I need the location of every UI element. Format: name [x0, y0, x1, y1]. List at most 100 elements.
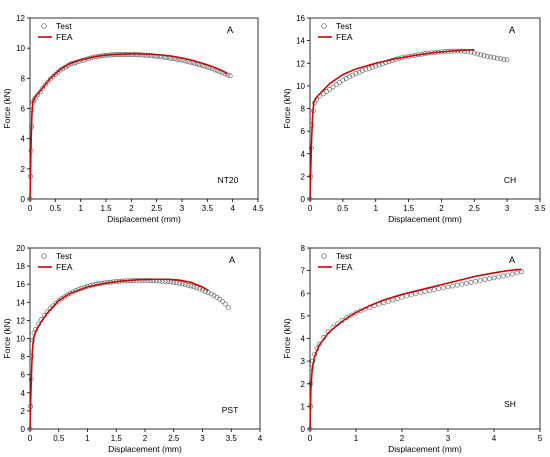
- data-point-test: [494, 55, 500, 61]
- corner-tag: SH: [504, 399, 516, 409]
- series-line-overlay-fea: [309, 268, 522, 430]
- data-point-test: [450, 283, 455, 289]
- x-axis-label: Displacement (mm): [107, 214, 181, 224]
- data-point-test: [344, 315, 350, 321]
- data-point-test: [145, 278, 151, 283]
- x-tick-label: 0.5: [53, 434, 65, 443]
- data-point-test: [136, 278, 142, 283]
- data-point-test: [408, 292, 414, 298]
- corner-tag: PST: [222, 405, 239, 415]
- data-point-test: [200, 287, 205, 293]
- x-tick-label: 0: [308, 204, 313, 213]
- y-tick-label: 3: [301, 357, 306, 366]
- data-point-test: [353, 310, 359, 316]
- data-point-test: [133, 52, 139, 58]
- legend-label-test: Test: [56, 21, 72, 31]
- data-point-test: [142, 278, 148, 283]
- data-point-test: [324, 89, 329, 94]
- data-point-test: [225, 305, 231, 311]
- panel-label: A: [509, 255, 516, 266]
- data-point-test: [146, 53, 152, 58]
- data-point-test: [486, 276, 492, 282]
- y-tick-label: 5: [301, 312, 306, 321]
- plot-frame: [29, 17, 259, 200]
- data-point-test: [327, 86, 333, 92]
- data-point-test: [496, 274, 501, 280]
- y-tick-label: 6: [301, 127, 306, 136]
- data-point-test: [227, 73, 233, 79]
- x-tick-label: 4: [258, 434, 263, 443]
- data-point-test: [191, 284, 197, 290]
- x-tick-label: 3: [200, 434, 205, 443]
- x-tick-label: 3: [505, 204, 510, 213]
- y-tick-label: 12: [296, 59, 305, 68]
- data-point-test: [363, 67, 369, 72]
- y-tick-label: 10: [16, 44, 25, 53]
- data-point-test: [174, 280, 180, 286]
- data-point-test: [223, 301, 228, 307]
- y-tick-label: 20: [16, 244, 25, 253]
- x-tick-label: 3.5: [534, 204, 546, 213]
- data-point-test: [519, 269, 524, 275]
- x-tick-label: 1: [85, 434, 90, 443]
- y-tick-label: 1: [301, 402, 306, 411]
- x-tick-label: 3.5: [202, 204, 214, 213]
- y-tick-label: 2: [301, 172, 306, 181]
- data-point-test: [482, 277, 488, 283]
- legend-label-test: Test: [336, 251, 352, 261]
- data-point-test: [500, 273, 506, 279]
- y-tick-label: 16: [16, 280, 25, 289]
- data-point-test: [491, 275, 497, 281]
- y-axis-label: Force (kN): [282, 318, 292, 358]
- x-tick-label: 1: [78, 204, 83, 213]
- data-point-test: [37, 89, 43, 95]
- data-point-test: [505, 272, 511, 278]
- y-axis-label: Force (kN): [2, 88, 12, 128]
- series-line-fea: [29, 53, 228, 200]
- x-tick-label: 1.5: [111, 434, 123, 443]
- data-point-test: [148, 278, 154, 284]
- data-point-test: [386, 59, 392, 64]
- data-point-test: [208, 291, 214, 297]
- data-point-test: [330, 84, 336, 90]
- y-tick-label: 10: [16, 335, 25, 344]
- series-line-fea: [309, 48, 475, 200]
- data-point-test: [427, 288, 432, 293]
- data-point-test: [491, 55, 497, 60]
- y-tick-label: 12: [16, 14, 25, 23]
- data-point-test: [454, 282, 460, 288]
- y-tick-label: 10: [296, 82, 305, 91]
- data-point-test: [353, 71, 359, 76]
- y-axis-label: Force (kN): [2, 318, 12, 358]
- data-point-test: [151, 278, 157, 284]
- data-point-test: [366, 65, 372, 71]
- y-tick-label: 14: [296, 37, 305, 46]
- x-axis-label: Displacement (mm): [108, 444, 182, 454]
- legend-marker-test: [41, 253, 47, 259]
- x-tick-label: 4: [230, 204, 235, 213]
- data-point-test: [485, 54, 490, 59]
- data-point-test: [185, 282, 191, 288]
- y-tick-label: 6: [301, 289, 306, 298]
- data-point-test: [488, 54, 494, 60]
- data-point-test: [50, 303, 56, 309]
- data-point-test: [436, 286, 442, 292]
- data-point-test: [194, 285, 200, 291]
- data-point-test: [394, 296, 400, 302]
- legend-marker-test: [321, 23, 327, 29]
- data-point-test: [58, 67, 63, 73]
- y-tick-label: 12: [16, 316, 25, 325]
- x-tick-label: 2: [143, 434, 148, 443]
- data-point-test: [473, 279, 478, 284]
- data-point-test: [141, 52, 147, 58]
- y-tick-label: 16: [296, 14, 305, 23]
- data-point-test: [475, 51, 480, 57]
- panel-label: A: [229, 255, 236, 266]
- chart-panel-4: 0 1 2 3 4 5 0 1 2 3 4 5 6 7 8 Displacement (mm) Force (k…: [282, 244, 543, 454]
- data-point-test: [510, 271, 515, 277]
- data-point-test: [463, 280, 469, 286]
- data-point-test: [514, 270, 520, 276]
- x-tick-label: 1.5: [403, 204, 415, 213]
- y-tick-label: 8: [21, 353, 26, 362]
